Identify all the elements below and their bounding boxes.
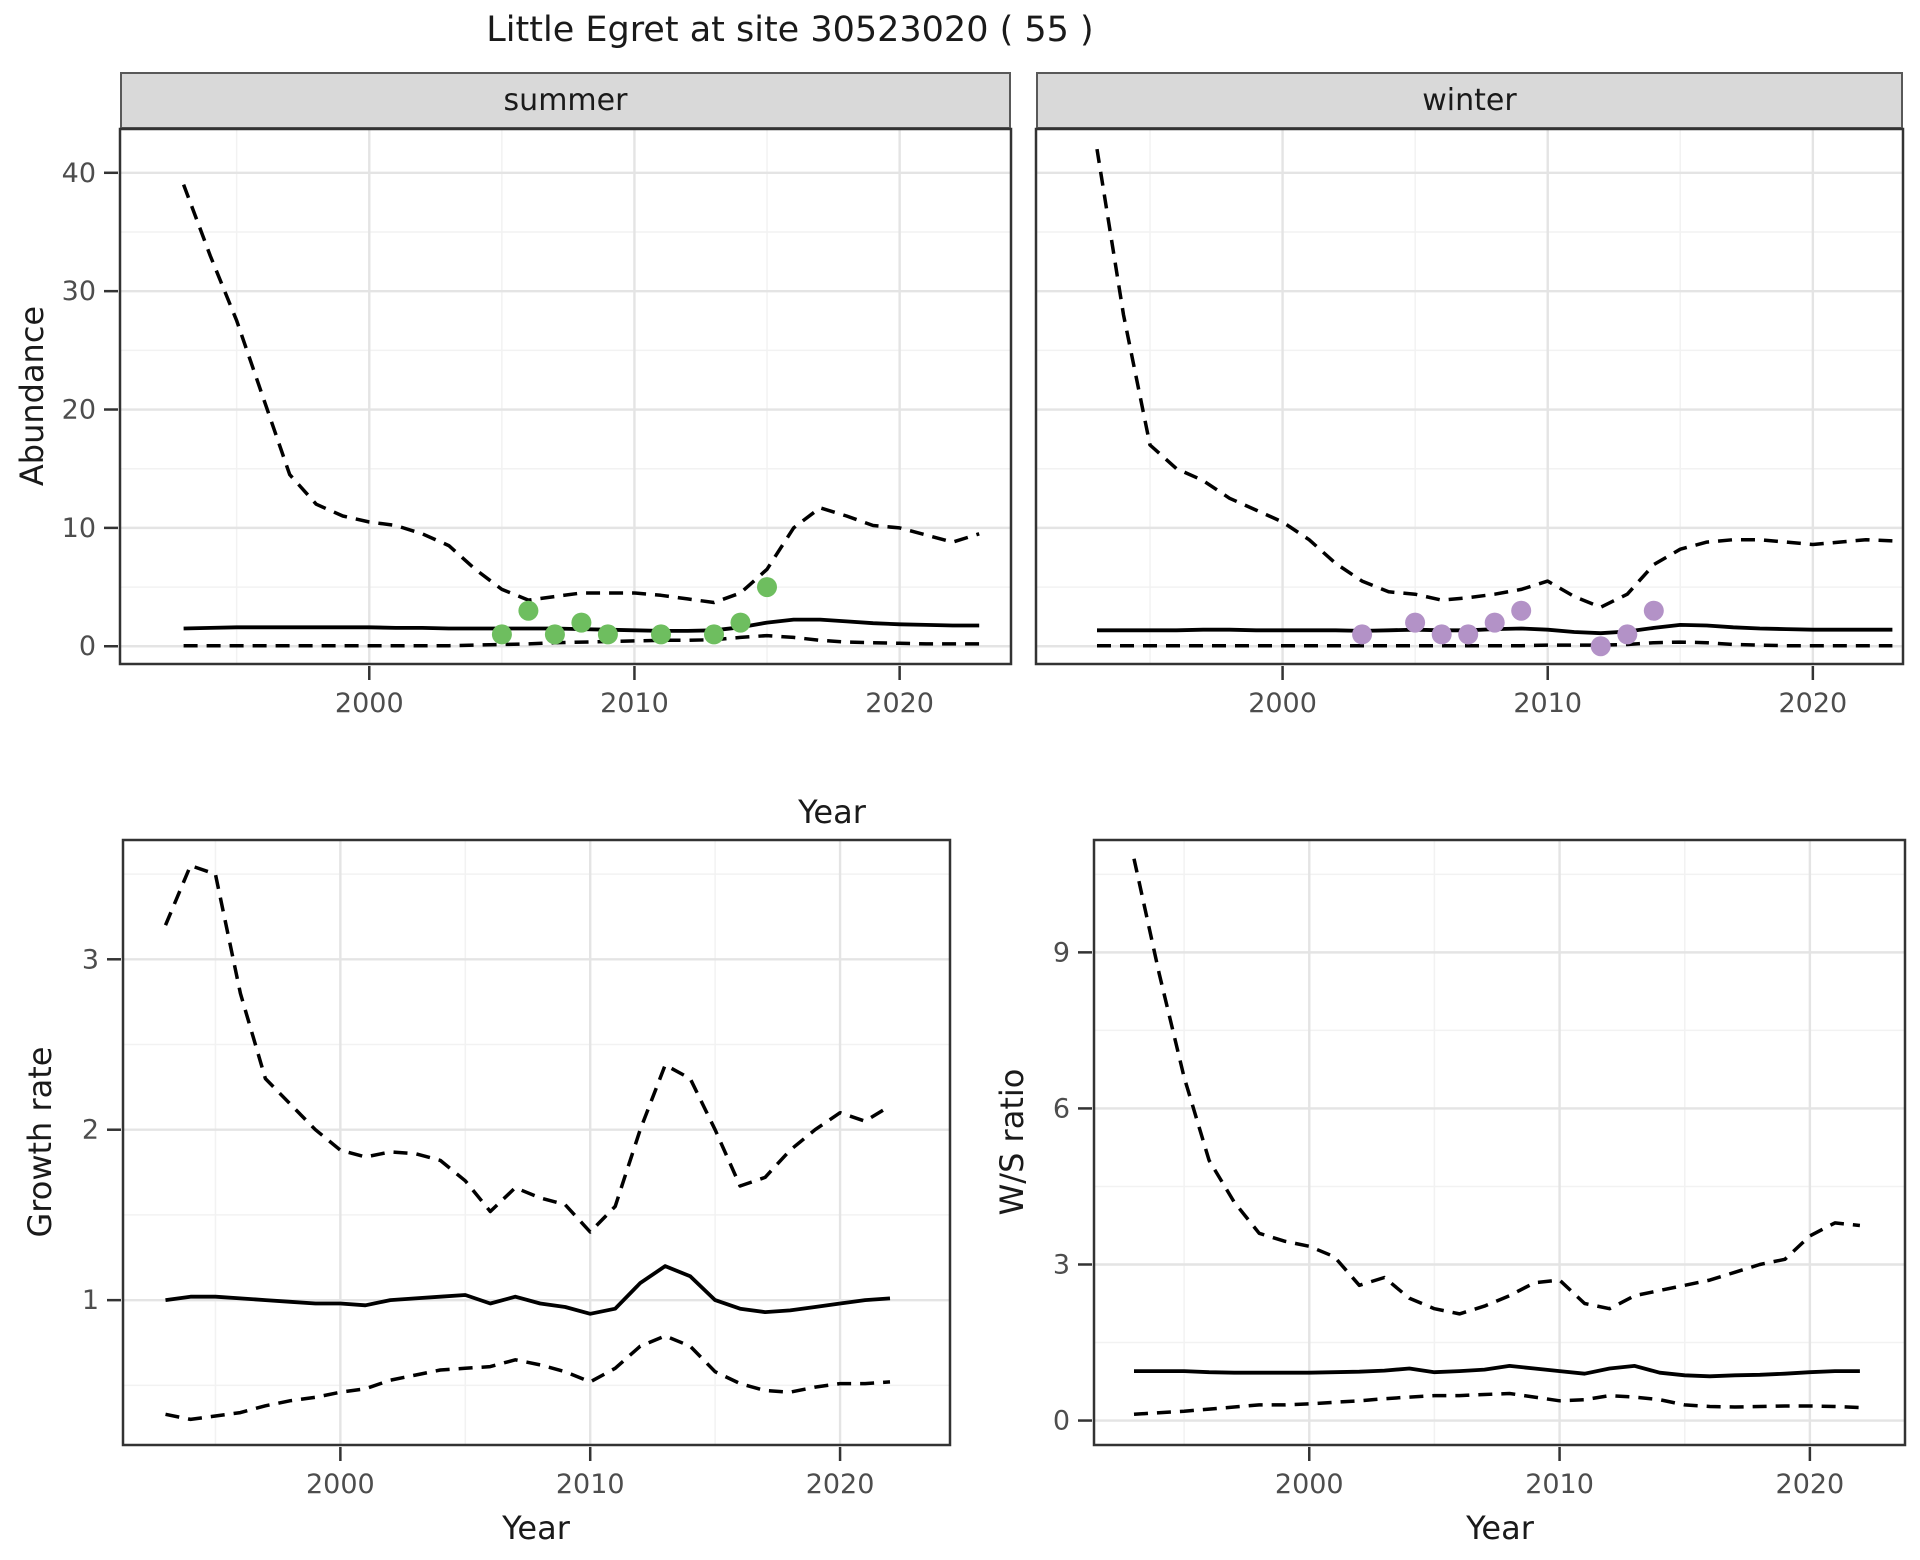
observed-count <box>1352 624 1373 645</box>
panel-background <box>1036 129 1903 664</box>
y-tick-label: 9 <box>1053 937 1070 968</box>
x-tick-label: 2000 <box>306 1469 375 1500</box>
observed-count <box>1643 600 1664 621</box>
x-tick-label: 2020 <box>865 688 934 719</box>
x-tick-label: 2020 <box>1778 688 1847 719</box>
panel-background <box>1094 840 1905 1445</box>
panel-ws-ratio: 2000 2010 2020 0 3 6 9 <box>1053 838 1907 1500</box>
lower_ci-line <box>183 633 980 648</box>
x-tick-label: 2020 <box>806 1469 875 1500</box>
y-tick-label: 40 <box>62 158 96 189</box>
panel-abundance-summer: 2000 2010 2020 0 10 20 30 40 <box>62 127 1013 719</box>
facet-strip-summer: summer <box>120 72 1011 129</box>
upper_ci-line <box>1095 148 1893 609</box>
ws-year-axis-title: Year <box>1466 1509 1534 1547</box>
observed-count <box>544 624 565 645</box>
y-tick-label: 3 <box>1053 1249 1070 1280</box>
observed-count <box>1431 624 1452 645</box>
facet-strip-summer-label: summer <box>503 83 628 118</box>
observed-count <box>757 577 777 598</box>
x-tick-label: 2000 <box>335 688 404 719</box>
top-year-axis-title: Year <box>798 793 866 831</box>
y-tick-label: 0 <box>79 631 96 662</box>
x-tick-label: 2000 <box>1275 1469 1344 1500</box>
observed-count <box>571 612 592 633</box>
panel-border <box>1092 838 1907 1447</box>
panel-background <box>123 840 950 1445</box>
observed-count <box>1458 624 1479 645</box>
y-tick-label: 20 <box>62 395 96 426</box>
lower_ci-line <box>1097 640 1893 648</box>
y-tick-label: 2 <box>82 1115 99 1146</box>
panel-border <box>121 838 952 1447</box>
y-tick-label: 10 <box>62 513 96 544</box>
x-tick-label: 2020 <box>1776 1469 1845 1500</box>
y-tick-label: 0 <box>1053 1406 1070 1437</box>
observed-count <box>730 612 751 633</box>
upper_ci-line <box>181 183 980 605</box>
panel-growth-rate: 2000 2010 2020 1 2 3 <box>82 838 952 1500</box>
y-tick-label: 30 <box>62 276 96 307</box>
y-tick-label: 1 <box>82 1285 99 1316</box>
observed-count <box>518 600 539 621</box>
observed-count <box>651 624 671 645</box>
panel-border <box>118 127 1013 666</box>
observed-count <box>704 624 724 645</box>
observed-count <box>491 624 512 645</box>
x-tick-label: 2010 <box>1513 688 1582 719</box>
lower_ci-line <box>165 1334 891 1422</box>
panel-background <box>120 129 1011 664</box>
facet-strip-winter: winter <box>1036 72 1903 129</box>
y-tick-label: 6 <box>1053 1093 1070 1124</box>
median-line <box>165 1264 891 1316</box>
growth-year-axis-title: Year <box>502 1509 570 1547</box>
x-tick-label: 2010 <box>556 1469 625 1500</box>
observed-count <box>1617 624 1638 645</box>
observed-count <box>1511 600 1532 621</box>
observed-count <box>597 624 618 645</box>
panel-abundance-winter: 2000 2010 2020 <box>1034 127 1905 719</box>
x-tick-label: 2010 <box>1525 1469 1594 1500</box>
upper_ci-line <box>1132 858 1861 1316</box>
observed-count <box>1590 636 1611 657</box>
x-tick-label: 2010 <box>600 688 669 719</box>
upper_ci-line <box>163 863 891 1234</box>
page-title: Little Egret at site 30523020 ( 55 ) <box>486 10 1094 50</box>
observed-count <box>1484 612 1505 633</box>
observed-count <box>1405 612 1426 633</box>
x-tick-label: 2000 <box>1248 688 1317 719</box>
lower_ci-line <box>1133 1391 1860 1417</box>
y-tick-label: 3 <box>82 944 99 975</box>
median-line <box>1134 1364 1860 1379</box>
panel-border <box>1034 127 1905 666</box>
facet-strip-winter-label: winter <box>1422 83 1517 118</box>
